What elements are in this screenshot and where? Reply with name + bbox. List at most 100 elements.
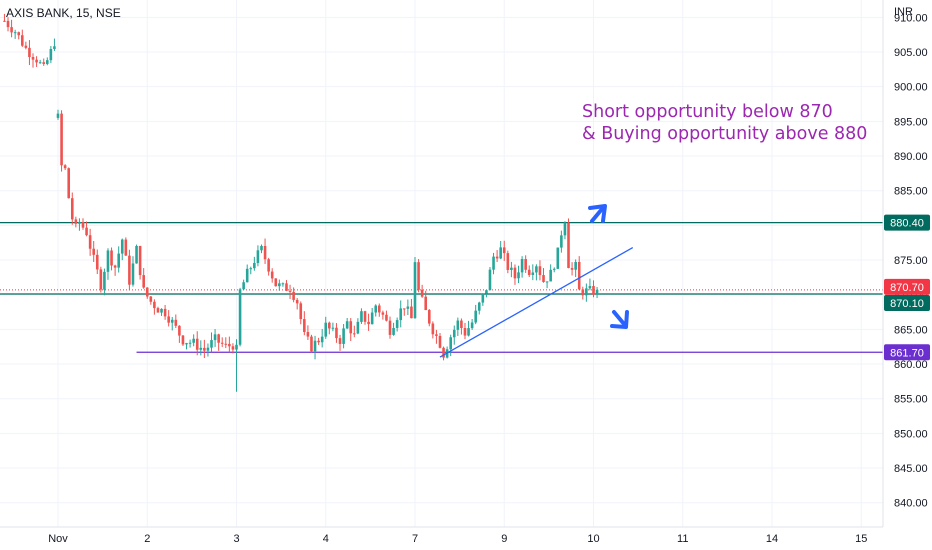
candle-body: [295, 299, 299, 304]
candle-body: [424, 296, 428, 311]
candle-body: [563, 222, 567, 236]
candle-body: [267, 259, 270, 272]
y-tick-label: 905.00: [894, 47, 928, 59]
drawings: [439, 204, 634, 358]
candle-body: [392, 327, 395, 335]
price-badge: [884, 295, 930, 312]
candle-body: [285, 283, 288, 291]
price-badge-label: 880.40: [890, 218, 924, 230]
candle-body: [538, 266, 542, 276]
candle-body: [367, 321, 370, 325]
candle-body: [360, 311, 363, 322]
candle-body: [574, 261, 577, 270]
y-tick-label: 845.00: [894, 463, 928, 475]
x-tick-label: 15: [855, 533, 867, 545]
candle-body: [49, 48, 53, 61]
candle-body: [328, 322, 331, 329]
candle-body: [199, 347, 203, 350]
candle-body: [110, 250, 113, 266]
candle-body: [481, 293, 485, 303]
chart-title: AXIS BANK, 15, NSE: [6, 6, 121, 20]
candle-body: [213, 334, 217, 341]
candle-body: [281, 283, 285, 285]
candle-body: [238, 289, 242, 345]
candle-series: [3, 13, 599, 392]
candle-body: [142, 275, 145, 288]
candle-body: [410, 306, 413, 319]
price-axis[interactable]: 840.00845.00850.00855.00860.00865.00870.…: [894, 12, 928, 509]
candle-body: [17, 32, 21, 36]
candle-body: [153, 301, 156, 309]
candle-body: [517, 272, 520, 279]
candle-body: [120, 239, 124, 254]
candle-body: [260, 245, 263, 251]
candle-body: [545, 281, 549, 283]
candle-body: [124, 239, 128, 256]
candle-body: [113, 265, 117, 268]
candle-body: [235, 344, 238, 350]
candle-body: [253, 262, 256, 269]
candle-body: [63, 165, 67, 169]
candle-body: [206, 347, 210, 351]
candle-body: [585, 288, 588, 296]
candle-body: [510, 267, 513, 270]
candle-body: [149, 296, 153, 302]
candle-body: [356, 321, 360, 334]
candle-body: [95, 254, 99, 270]
candle-body: [417, 262, 420, 290]
candle-body: [442, 347, 445, 358]
candle-body: [499, 247, 502, 259]
candle-body: [427, 310, 431, 324]
x-tick-label: 10: [587, 533, 599, 545]
candle-body: [581, 289, 585, 296]
y-tick-label: 910.00: [894, 12, 928, 24]
time-axis[interactable]: Nov 2 3 4 7 9 10 11 14 15: [48, 533, 867, 545]
candle-body: [31, 56, 35, 60]
candle-body: [274, 278, 278, 287]
candle-body: [370, 312, 374, 325]
candle-body: [13, 32, 17, 34]
price-badge-label: 870.10: [890, 298, 924, 310]
candle-body: [181, 335, 185, 345]
candle-body: [263, 245, 267, 260]
down-arrow-head: [610, 310, 629, 329]
candle-body: [6, 20, 10, 28]
candle-body: [324, 322, 328, 337]
candle-body: [381, 312, 385, 315]
candle-body: [128, 255, 131, 285]
candle-body: [492, 256, 495, 270]
candle-body: [56, 113, 60, 118]
candle-body: [449, 337, 452, 350]
y-tick-label: 895.00: [894, 116, 928, 128]
candle-body: [270, 271, 274, 279]
candle-body: [477, 302, 481, 311]
y-tick-label: 875.00: [894, 255, 928, 267]
candle-body: [567, 222, 570, 269]
candle-body: [552, 268, 556, 270]
candle-body: [577, 261, 581, 290]
y-tick-label: 900.00: [894, 82, 928, 94]
candle-body: [231, 346, 235, 350]
candle-body: [135, 245, 138, 264]
candle-body: [470, 322, 474, 329]
y-tick-label: 890.00: [894, 151, 928, 163]
up-arrow-head: [588, 204, 607, 223]
candle-body: [195, 338, 199, 350]
candle-body: [560, 235, 563, 248]
candle-body: [349, 321, 353, 334]
candle-body: [420, 289, 424, 297]
price-axis-background: [883, 0, 932, 527]
candle-body: [42, 62, 46, 64]
candle-body: [406, 306, 410, 309]
price-badge: [884, 344, 930, 361]
candle-body: [10, 27, 13, 33]
candle-body: [21, 35, 24, 46]
candle-body: [156, 308, 160, 313]
candle-body: [335, 327, 338, 339]
candle-body: [460, 320, 463, 329]
candle-body: [303, 319, 306, 333]
candle-body: [106, 250, 110, 272]
candle-body: [474, 310, 477, 323]
candle-body: [178, 325, 181, 336]
